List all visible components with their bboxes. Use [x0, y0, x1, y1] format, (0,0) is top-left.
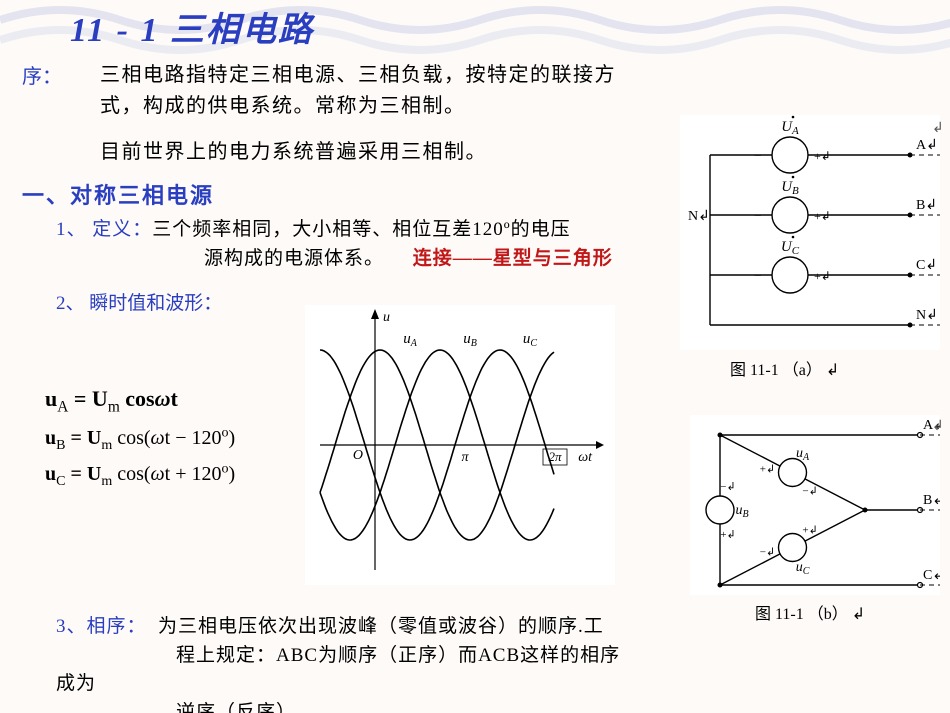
svg-text:u: u — [383, 310, 390, 325]
label-preface: 序： — [22, 60, 62, 89]
equation-uc: uC = Um cos(ωt + 120o) — [45, 457, 235, 494]
svg-text:π: π — [461, 450, 469, 465]
connection-note: 连接——星型与三角形 — [413, 248, 613, 269]
svg-text:−↲: −↲ — [720, 481, 735, 493]
svg-text:ωt: ωt — [578, 450, 593, 465]
svg-text:2π: 2π — [548, 449, 562, 464]
waveform-figure: uωtOπ2πuAuBuC — [305, 305, 615, 585]
svg-text:C↲: C↲ — [923, 568, 940, 583]
phase-sequence-block: 3、相序： 为三相电压依次出现波峰（零值或波谷）的顺序.工 程上规定：ABC为顺… — [56, 613, 626, 713]
svg-text:−↲: −↲ — [760, 546, 775, 558]
svg-text:O: O — [353, 448, 363, 463]
svg-text:+↲: +↲ — [814, 149, 831, 163]
svg-text:B↲: B↲ — [916, 198, 937, 213]
svg-text:−: − — [754, 149, 762, 164]
svg-text:−: − — [754, 269, 762, 284]
definition-block: 1、 定义：三个频率相同，大小相等、相位互差120º的电压 源构成的电源体系。 … — [56, 215, 616, 274]
subheading-waveform: 2、 瞬时值和波形： — [56, 288, 222, 315]
page-title: 11 - 1 三相电路 — [70, 2, 314, 51]
definition-text-1: 三个频率相同，大小相等、相位互差120º的电压 — [152, 219, 570, 240]
svg-text:+↲: +↲ — [814, 209, 831, 223]
return-indicator-1: ↲ — [932, 120, 944, 137]
fig-caption-b: 图 11-1 （b） ↲ — [755, 600, 865, 624]
svg-text:+↲: +↲ — [720, 529, 735, 541]
intro-text-2: 目前世界上的电力系统普遍采用三相制。 — [100, 135, 640, 164]
svg-text:N↲: N↲ — [916, 308, 938, 323]
svg-text:+↲: +↲ — [760, 464, 775, 476]
svg-text:+↲: +↲ — [814, 269, 831, 283]
fig-caption-a: 图 11-1 （a） ↲ — [730, 356, 839, 380]
delta-circuit-figure: uA+↲−↲uB+↲−↲uC+↲−↲A↲B↲C↲ — [690, 415, 940, 595]
phase-seq-text-2: 程上规定：ABC为顺序（正序）而ACB这样的相序成为 — [56, 645, 620, 695]
definition-text-2: 源构成的电源体系。 — [56, 248, 384, 269]
svg-text:A↲: A↲ — [916, 138, 938, 153]
star-circuit-figure: N↲−+↲UAA↲−+↲UBB↲−+↲UCC↲N↲ — [680, 115, 940, 350]
svg-text:C↲: C↲ — [916, 258, 937, 273]
return-indicator-2: ↲ — [932, 418, 944, 435]
equations-block: uA = Um cosωt uB = Um cos(ωt − 120o) uC … — [45, 380, 235, 494]
svg-text:N↲: N↲ — [688, 209, 710, 224]
phase-seq-text-3: 逆序（反序）。 — [56, 702, 307, 713]
svg-text:B↲: B↲ — [923, 493, 940, 508]
svg-text:−: − — [754, 209, 762, 224]
section-heading: 一、对称三相电源 — [22, 178, 214, 210]
phase-sequence-label: 3、相序： — [56, 616, 147, 637]
intro-text: 三相电路指特定三相电源、三相负载，按特定的联接方式，构成的供电系统。常称为三相制… — [100, 60, 640, 122]
svg-text:+↲: +↲ — [802, 524, 817, 536]
definition-label: 1、 定义： — [56, 219, 152, 240]
phase-seq-text-1: 为三相电压依次出现波峰（零值或波谷）的顺序.工 — [158, 616, 604, 637]
equation-ub: uB = Um cos(ωt − 120o) — [45, 421, 235, 458]
equation-ua: uA = Um cosωt — [45, 380, 235, 421]
svg-text:−↲: −↲ — [802, 486, 817, 498]
